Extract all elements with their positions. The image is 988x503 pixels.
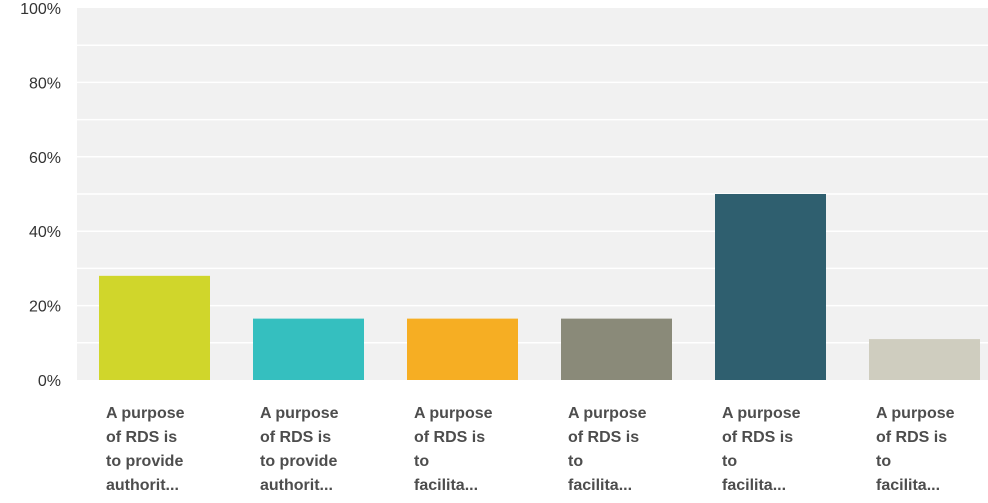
category-label-line: of RDS is xyxy=(568,429,640,446)
x-category-label: A purpose of RDS is to facilita... xyxy=(568,402,718,498)
x-category-label: A purpose of RDS is to provide authorit... xyxy=(260,402,410,498)
category-label-line: of RDS is xyxy=(722,429,794,446)
bar[interactable] xyxy=(869,339,980,380)
category-label-line: facilita... xyxy=(722,477,787,494)
x-category-label: A purpose of RDS is to facilita... xyxy=(876,402,988,498)
x-category-label: A purpose of RDS is to provide authorit... xyxy=(106,402,256,498)
category-label-line: A purpose xyxy=(106,405,185,422)
category-label-line: of RDS is xyxy=(106,429,178,446)
category-label-line: to xyxy=(568,453,584,470)
category-label-line: authorit... xyxy=(260,477,333,494)
category-label-line: facilita... xyxy=(414,477,479,494)
category-label-line: A purpose xyxy=(414,405,493,422)
category-label-line: to provide xyxy=(260,453,338,470)
bar[interactable] xyxy=(715,194,826,380)
x-category-label: A purpose of RDS is to facilita... xyxy=(414,402,564,498)
category-label-line: A purpose xyxy=(876,405,955,422)
y-tick-label: 20% xyxy=(29,299,61,316)
category-label-line: A purpose xyxy=(568,405,647,422)
y-tick-label: 0% xyxy=(38,373,61,390)
y-tick-label: 100% xyxy=(20,1,61,18)
bar[interactable] xyxy=(99,275,210,380)
y-tick-label: 80% xyxy=(29,75,61,92)
bar[interactable] xyxy=(561,318,672,380)
y-tick-label: 40% xyxy=(29,224,61,241)
category-label-line: to provide xyxy=(106,453,184,470)
category-label-line: to xyxy=(722,453,738,470)
gridlines xyxy=(77,44,988,344)
bars xyxy=(99,194,980,380)
y-axis-ticks: 0% 20% 40% 60% 80% 100% xyxy=(20,1,61,390)
x-category-label: A purpose of RDS is to facilita... xyxy=(722,402,872,498)
category-label-line: authorit... xyxy=(106,477,179,494)
category-label-line: to xyxy=(876,453,892,470)
bar[interactable] xyxy=(253,318,364,380)
category-label-line: of RDS is xyxy=(414,429,486,446)
bar[interactable] xyxy=(407,318,518,380)
category-label-line: of RDS is xyxy=(876,429,948,446)
category-label-line: to xyxy=(414,453,430,470)
category-label-line: facilita... xyxy=(876,477,941,494)
category-label-line: facilita... xyxy=(568,477,633,494)
category-label-line: of RDS is xyxy=(260,429,332,446)
y-tick-label: 60% xyxy=(29,150,61,167)
category-label-line: A purpose xyxy=(260,405,339,422)
category-label-line: A purpose xyxy=(722,405,801,422)
